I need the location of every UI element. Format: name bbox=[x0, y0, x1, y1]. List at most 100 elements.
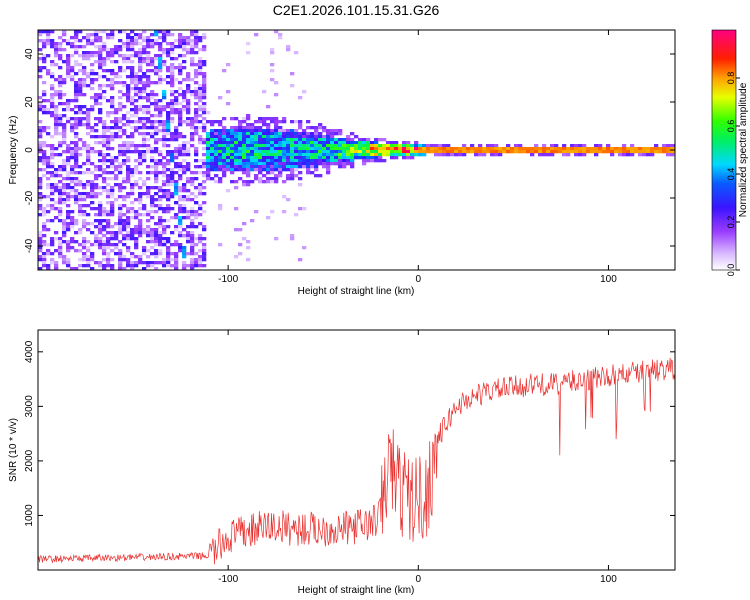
spectrogram-cell bbox=[46, 39, 51, 43]
spectrogram-cell bbox=[314, 132, 319, 136]
spectrogram-cell bbox=[138, 54, 143, 58]
spectrogram-cell bbox=[334, 138, 339, 142]
spectrogram-cell bbox=[330, 141, 335, 145]
spectrogram-cell bbox=[638, 147, 643, 151]
spectrogram-cell bbox=[166, 114, 171, 118]
spectrogram-cell bbox=[226, 138, 231, 142]
spectrogram-cell bbox=[118, 144, 123, 148]
spectrogram-cell bbox=[130, 192, 135, 196]
spectrogram-cell bbox=[50, 30, 55, 34]
spectrogram-cell bbox=[182, 228, 187, 232]
spectrogram-cell bbox=[114, 120, 119, 124]
spectrogram-cell bbox=[206, 153, 211, 157]
spectrogram-cell bbox=[62, 150, 67, 154]
spectrogram-cell bbox=[82, 192, 87, 196]
spectrogram-cell bbox=[154, 120, 159, 124]
spectrogram-cell bbox=[238, 228, 243, 232]
spectrogram-cell bbox=[94, 102, 99, 106]
spectrogram-cell bbox=[202, 237, 207, 241]
spectrogram-cell bbox=[38, 246, 43, 250]
spectrogram-cell bbox=[202, 87, 207, 91]
spectrogram-cell bbox=[122, 144, 127, 148]
spectrogram-cell bbox=[42, 174, 47, 178]
spectrogram-cell bbox=[86, 117, 91, 121]
spectrogram-cell bbox=[118, 66, 123, 70]
spectrogram-cell bbox=[310, 159, 315, 163]
spectrogram-cell bbox=[274, 138, 279, 142]
spectrogram-cell bbox=[338, 141, 343, 145]
spectrogram-cell bbox=[94, 261, 99, 265]
spectrogram-cell bbox=[226, 150, 231, 154]
spectrogram-cell bbox=[126, 159, 131, 163]
spectrogram-cell bbox=[38, 198, 43, 202]
spectrogram-cell bbox=[82, 69, 87, 73]
spectrogram-cell bbox=[298, 159, 303, 163]
spectrogram-cell bbox=[138, 177, 143, 181]
spectrogram-cell bbox=[206, 174, 211, 178]
spectrogram-cell bbox=[66, 99, 71, 103]
spectrogram-cell bbox=[498, 147, 503, 151]
spectrogram-cell bbox=[174, 225, 179, 229]
spectrogram-cell bbox=[58, 45, 63, 49]
spectrogram-cell bbox=[158, 63, 163, 67]
spectrogram-cell bbox=[86, 114, 91, 118]
spectrogram-cell bbox=[114, 243, 119, 247]
spectrogram-cell bbox=[74, 267, 79, 270]
spectrogram-cell bbox=[98, 108, 103, 112]
spectrogram-cell bbox=[86, 111, 91, 115]
spectrogram-cell bbox=[154, 210, 159, 214]
spectrogram-cell bbox=[46, 195, 51, 199]
spectrogram-cell bbox=[170, 81, 175, 85]
spectrogram-y-tick-label: -40 bbox=[24, 238, 35, 253]
spectrogram-cell bbox=[174, 171, 179, 175]
spectrogram-cell bbox=[162, 231, 167, 235]
spectrogram-cell bbox=[258, 150, 263, 154]
spectrogram-cell bbox=[134, 129, 139, 133]
spectrogram-cell bbox=[566, 147, 571, 151]
spectrogram-cell bbox=[62, 123, 67, 127]
snr-y-tick-label: 2000 bbox=[24, 449, 35, 472]
spectrogram-cell bbox=[194, 213, 199, 217]
spectrogram-cell bbox=[142, 213, 147, 217]
spectrogram-cell bbox=[130, 120, 135, 124]
spectrogram-cell bbox=[90, 96, 95, 100]
spectrogram-cell bbox=[38, 96, 43, 100]
spectrogram-cell bbox=[666, 153, 671, 157]
spectrogram-cell bbox=[150, 195, 155, 199]
spectrogram-cell bbox=[258, 180, 263, 184]
spectrogram-cell bbox=[202, 126, 207, 130]
spectrogram-cell bbox=[62, 102, 67, 106]
spectrogram-cell bbox=[322, 126, 327, 130]
spectrogram-cell bbox=[162, 90, 167, 94]
spectrogram-cell bbox=[510, 150, 515, 154]
spectrogram-cell bbox=[38, 108, 43, 112]
spectrogram-cell bbox=[242, 120, 247, 124]
spectrogram-cell bbox=[158, 231, 163, 235]
spectrogram-cell bbox=[186, 120, 191, 124]
spectrogram-cell bbox=[246, 135, 251, 139]
spectrogram-cell bbox=[266, 135, 271, 139]
spectrogram-cell bbox=[62, 186, 67, 190]
spectrogram-cell bbox=[198, 258, 203, 262]
spectrogram-cell bbox=[98, 153, 103, 157]
spectrogram-cell bbox=[598, 147, 603, 151]
spectrogram-cell bbox=[250, 123, 255, 127]
spectrogram-cell bbox=[134, 213, 139, 217]
spectrogram-cell bbox=[266, 126, 271, 130]
spectrogram-cell bbox=[58, 249, 63, 253]
colorbar-ticks: 0.00.20.40.60.8 bbox=[726, 72, 740, 276]
spectrogram-cell bbox=[442, 147, 447, 151]
spectrogram-cell bbox=[118, 210, 123, 214]
spectrogram-cell bbox=[38, 102, 43, 106]
spectrogram-cell bbox=[246, 162, 251, 166]
spectrogram-cell bbox=[110, 264, 115, 268]
spectrogram-cell bbox=[106, 48, 111, 52]
spectrogram-cell bbox=[146, 60, 151, 64]
spectrogram-cell bbox=[82, 219, 87, 223]
spectrogram-cell bbox=[82, 264, 87, 268]
spectrogram-cell bbox=[66, 174, 71, 178]
spectrogram-cell bbox=[286, 48, 291, 52]
spectrogram-cell bbox=[102, 141, 107, 145]
spectrogram-cell bbox=[166, 162, 171, 166]
spectrogram-cell bbox=[126, 117, 131, 121]
